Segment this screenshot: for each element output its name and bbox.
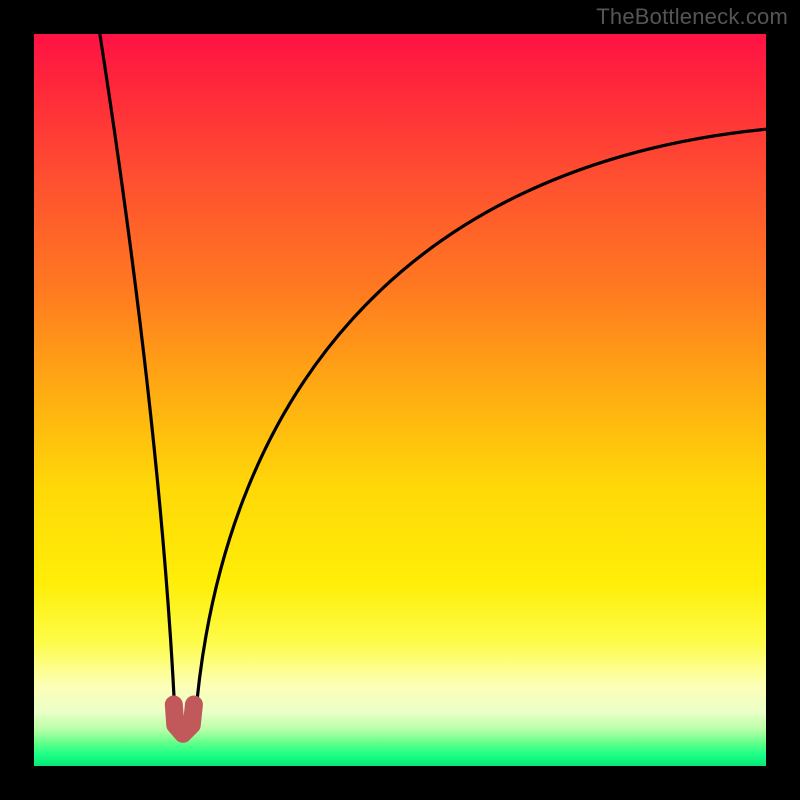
curve-trough-marker	[174, 705, 194, 734]
curve-overlay	[34, 34, 766, 766]
watermark-text: TheBottleneck.com	[596, 4, 788, 30]
plot-area	[34, 34, 766, 766]
curve-right-branch	[195, 129, 766, 722]
chart-frame: TheBottleneck.com	[0, 0, 800, 800]
curve-left-branch	[100, 34, 175, 722]
